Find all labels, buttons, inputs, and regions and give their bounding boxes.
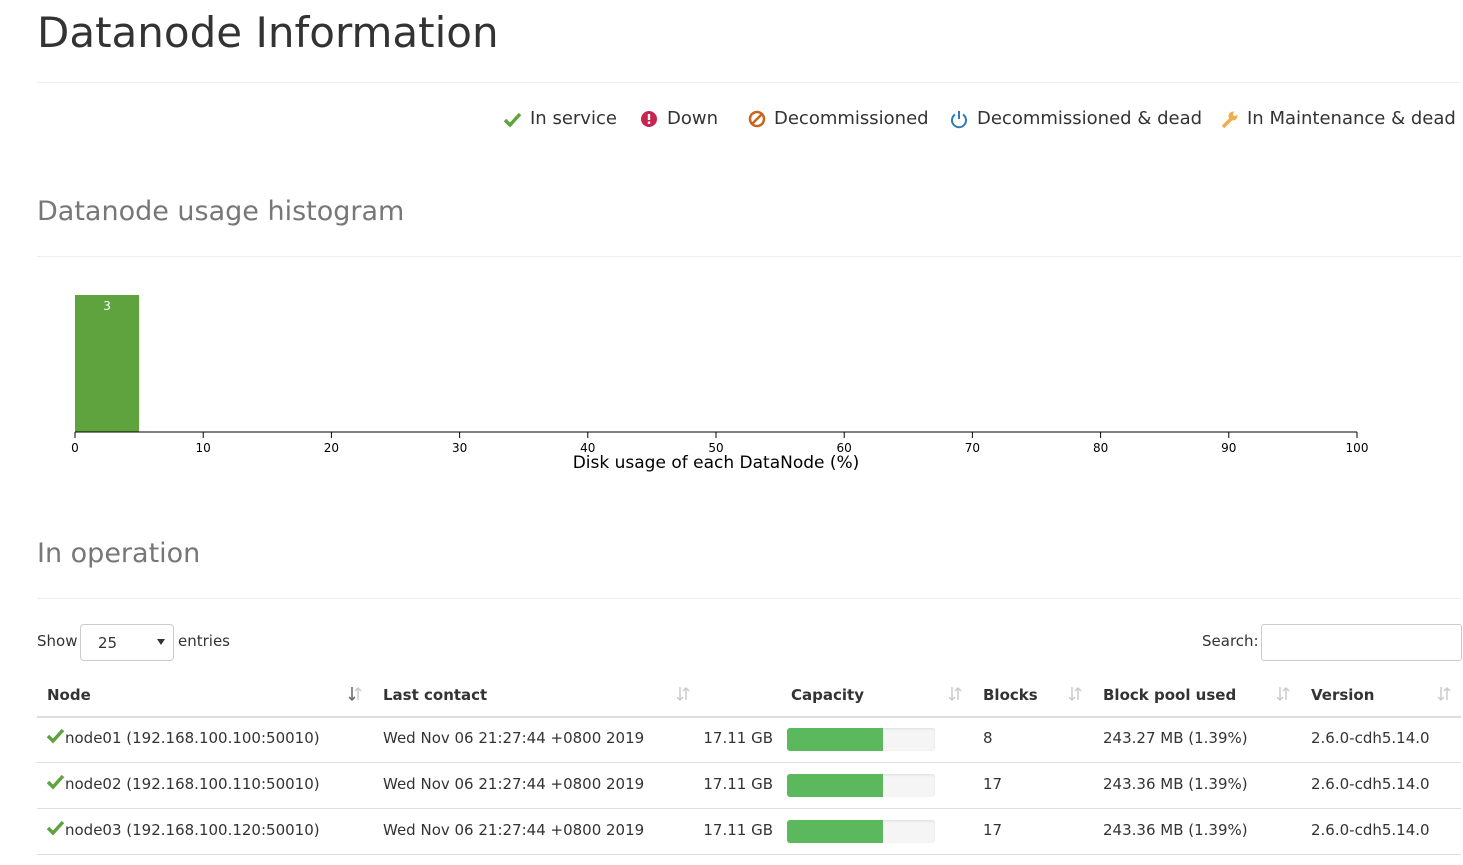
column-header: Version	[1311, 686, 1375, 704]
capacity: 17.11 GB	[703, 821, 773, 839]
version: 2.6.0-cdh5.14.0	[1311, 775, 1430, 793]
capacity-used	[787, 728, 884, 751]
bar	[75, 295, 140, 432]
status-icon	[46, 774, 65, 790]
page-title: Datanode Information	[37, 8, 499, 57]
column-header: Block pool used	[1103, 686, 1237, 704]
icon-decommissioned-dead	[951, 111, 967, 129]
dropdown-arrow	[157, 639, 165, 645]
block-pool-used: 243.36 MB (1.39%)	[1103, 775, 1248, 793]
sort-arrows	[948, 686, 962, 702]
blocks: 8	[983, 729, 993, 747]
bar-label: 3	[103, 299, 111, 313]
x-tick-label: 50	[708, 441, 723, 455]
icon-down	[641, 111, 657, 127]
x-tick-label: 80	[1093, 441, 1108, 455]
node: node02 (192.168.100.110:50010)	[65, 775, 320, 793]
block-pool-used: 243.27 MB (1.39%)	[1103, 729, 1248, 747]
divider	[37, 598, 1461, 599]
status-icon	[46, 728, 65, 748]
block-pool-used: 243.36 MB (1.39%)	[1103, 821, 1248, 839]
sort-arrows	[1437, 686, 1451, 702]
last-contact: Wed Nov 06 21:27:44 +0800 2019	[383, 775, 645, 793]
sort-button[interactable]	[1276, 686, 1290, 706]
sort-button[interactable]	[676, 686, 690, 706]
status-icon	[46, 820, 65, 840]
legend-item: Decommissioned & dead	[977, 108, 1203, 129]
sort-arrows	[1068, 686, 1082, 702]
x-axis-label: Disk usage of each DataNode (%)	[573, 453, 860, 473]
status-icon	[46, 728, 65, 744]
sort-arrows	[348, 686, 362, 702]
row-border	[37, 808, 1461, 809]
x-tick-label: 40	[580, 441, 595, 455]
blocks: 17	[983, 821, 1003, 839]
x-tick-label: 30	[452, 441, 467, 455]
legend-item: In service	[530, 108, 617, 129]
column-header: Node	[47, 686, 91, 704]
entries-label: entries	[178, 632, 230, 650]
sort-arrows	[1276, 686, 1290, 702]
x-tick-label: 60	[837, 441, 852, 455]
search-input[interactable]	[1261, 624, 1462, 661]
legend-item: In Maintenance & dead	[1247, 108, 1456, 129]
section-heading: In operation	[37, 538, 201, 569]
sort-button[interactable]	[948, 686, 962, 706]
page-size-select[interactable]: 25	[80, 624, 174, 661]
icon-maintenance	[1221, 111, 1238, 129]
x-tick-label: 20	[324, 441, 339, 455]
last-contact: Wed Nov 06 21:27:44 +0800 2019	[383, 821, 645, 839]
show-label: Show	[37, 632, 78, 650]
column-header: Capacity	[791, 686, 864, 704]
sort-button[interactable]	[348, 686, 362, 706]
x-tick-label: 90	[1221, 441, 1236, 455]
page-size-value: 25	[98, 634, 118, 652]
last-contact: Wed Nov 06 21:27:44 +0800 2019	[383, 729, 645, 747]
legend-item: Down	[667, 108, 719, 129]
version: 2.6.0-cdh5.14.0	[1311, 821, 1430, 839]
x-tick-label: 100	[1346, 441, 1369, 455]
icon-decommissioned	[748, 110, 766, 128]
x-tick-label: 0	[71, 441, 79, 455]
node: node01 (192.168.100.100:50010)	[65, 729, 320, 747]
x-tick-label: 10	[196, 441, 211, 455]
section-heading: Datanode usage histogram	[37, 196, 405, 227]
divider	[37, 82, 1461, 83]
capacity-bar	[787, 728, 935, 751]
icon-in-service	[503, 112, 522, 128]
legend-item: Decommissioned	[774, 108, 929, 129]
capacity-bar	[787, 774, 935, 797]
column-header: Last contact	[383, 686, 488, 704]
search-label: Search:	[1202, 632, 1259, 650]
blocks: 17	[983, 775, 1003, 793]
sort-button[interactable]	[1068, 686, 1082, 706]
capacity: 17.11 GB	[703, 729, 773, 747]
sort-button[interactable]	[1437, 686, 1451, 706]
x-tick-label: 70	[965, 441, 980, 455]
capacity-bar	[787, 820, 935, 843]
capacity-used	[787, 820, 884, 843]
divider	[37, 256, 1461, 257]
capacity-used	[787, 774, 884, 797]
row-border	[37, 762, 1461, 763]
node: node03 (192.168.100.120:50010)	[65, 821, 320, 839]
row-border	[37, 854, 1461, 855]
status-icon	[46, 774, 65, 794]
version: 2.6.0-cdh5.14.0	[1311, 729, 1430, 747]
column-header: Blocks	[983, 686, 1038, 704]
sort-arrows	[676, 686, 690, 702]
capacity: 17.11 GB	[703, 775, 773, 793]
header-border	[37, 716, 1461, 718]
status-icon	[46, 820, 65, 836]
